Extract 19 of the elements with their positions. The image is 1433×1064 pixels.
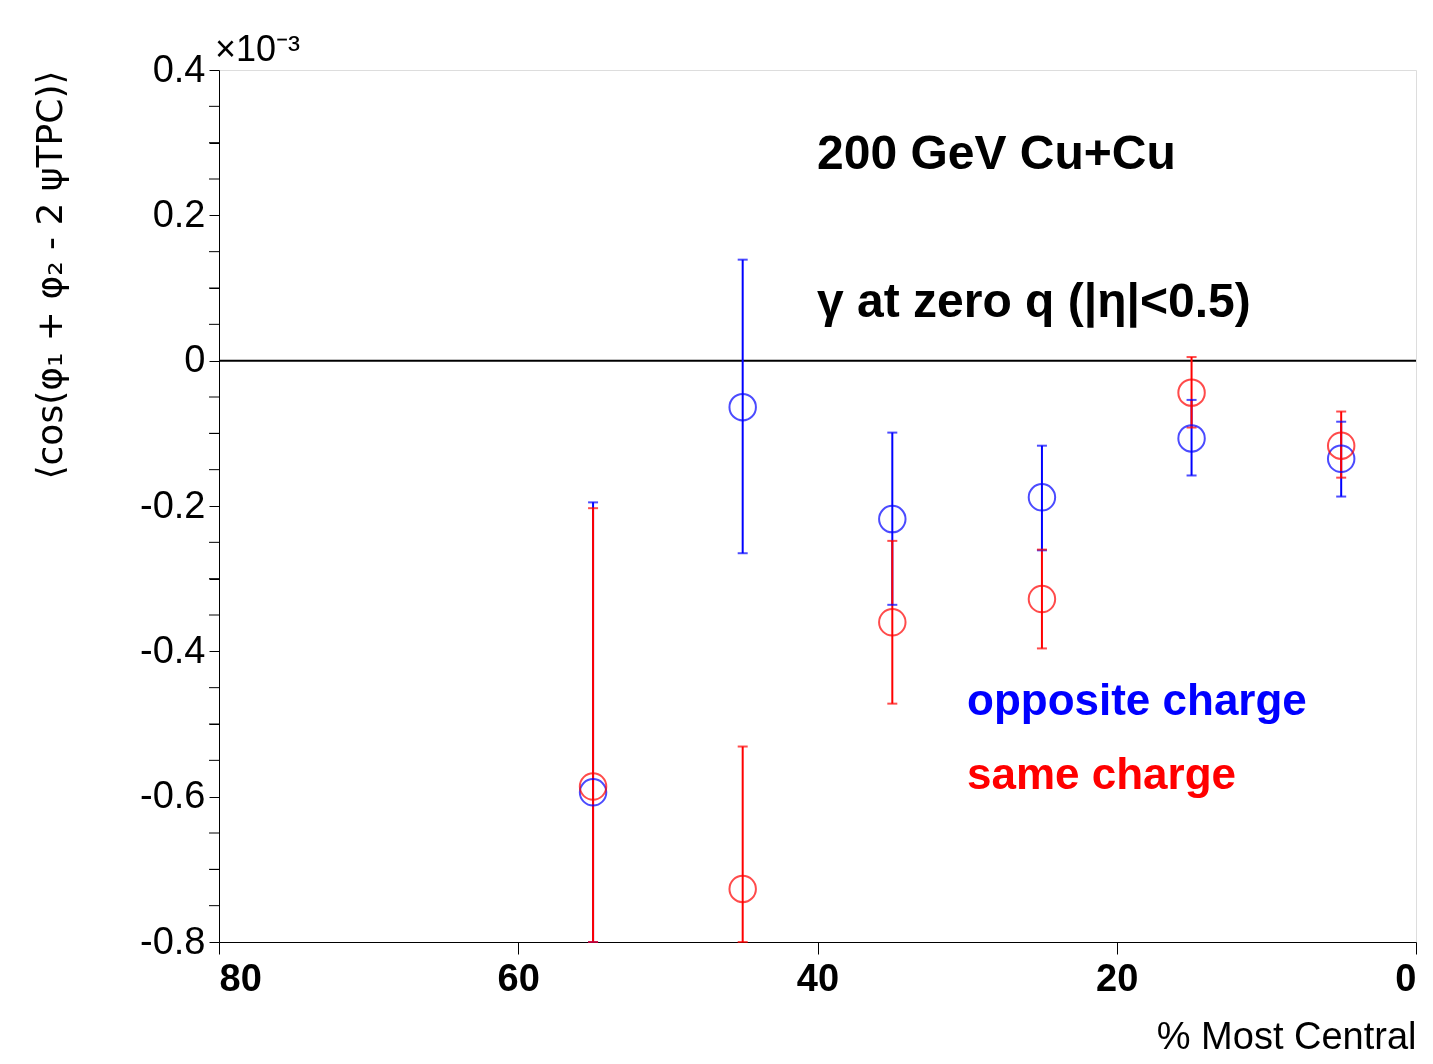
annotation: 200 GeV Cu+Cu <box>817 126 1176 179</box>
x-tick-label: 20 <box>1096 956 1139 999</box>
y-tick-label: 0.4 <box>152 47 206 90</box>
y-tick-label: -0.4 <box>140 628 206 671</box>
y-tick-label: 0 <box>184 338 206 381</box>
annotation: γ at zero q (|η|<0.5) <box>817 274 1251 328</box>
y-tick-label: 0.2 <box>152 192 206 235</box>
y-tick-label: -0.8 <box>140 919 206 962</box>
x-tick-label: 0 <box>1395 956 1417 999</box>
y-axis-title: ⟨cos(φ₁ + φ₂ - 2 ψTPC)⟩ <box>29 70 71 480</box>
text: same charge <box>967 749 1237 798</box>
text: ×10⁻³ <box>215 28 301 69</box>
y-tick-label: -0.6 <box>140 774 206 817</box>
x-axis-title: % Most Central <box>1156 1014 1417 1057</box>
y-tick-label: -0.2 <box>140 483 206 526</box>
text: opposite charge <box>967 675 1307 724</box>
x-tick-label: 80 <box>219 956 262 999</box>
x-tick-label: 40 <box>796 956 840 999</box>
x-tick-label: 60 <box>497 956 540 999</box>
